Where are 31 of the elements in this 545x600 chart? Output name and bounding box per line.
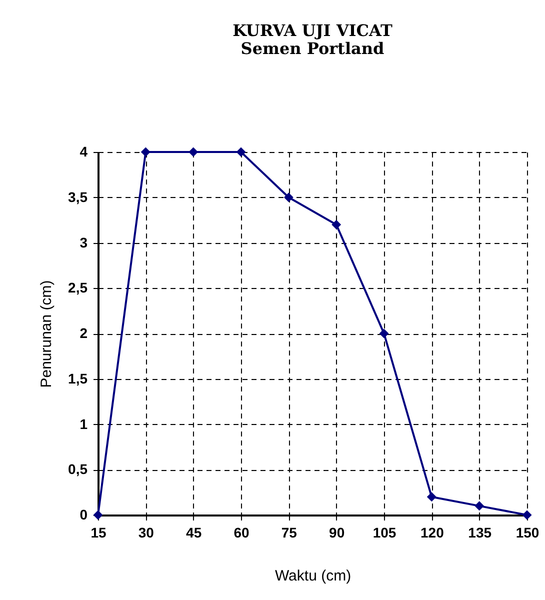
y-tick-label: 4 bbox=[80, 144, 88, 160]
x-tick-label: 45 bbox=[186, 524, 202, 540]
x-tick-label: 75 bbox=[281, 524, 298, 540]
y-tick-label: 0 bbox=[80, 506, 88, 522]
y-tick-label: 3 bbox=[80, 234, 88, 250]
point bbox=[284, 192, 294, 202]
y-tick-label: 0,5 bbox=[68, 461, 88, 478]
point bbox=[332, 220, 342, 230]
x-tick-label: 120 bbox=[420, 524, 444, 540]
point bbox=[140, 147, 150, 157]
x-tick-label: 105 bbox=[372, 524, 396, 540]
x-tick-label: 15 bbox=[90, 524, 106, 540]
x-tick-label: 150 bbox=[516, 524, 540, 540]
point bbox=[426, 492, 436, 502]
y-tick-label: 1,5 bbox=[68, 370, 88, 386]
y-tick-label: 2,5 bbox=[68, 280, 88, 296]
point bbox=[474, 501, 484, 511]
chart-title: KURVA UJI VICAT bbox=[232, 21, 393, 40]
point bbox=[236, 147, 246, 157]
x-tick-label: 135 bbox=[468, 524, 492, 540]
x-tick-label: 60 bbox=[234, 524, 250, 540]
y-tick-label: 1 bbox=[80, 416, 88, 432]
chart-subtitle: Semen Portland bbox=[240, 39, 384, 58]
y-tick-label: 2 bbox=[80, 325, 88, 341]
y-axis-title: Penurunan (cm) bbox=[38, 280, 56, 388]
point bbox=[188, 147, 198, 157]
x-axis-title: Waktu (cm) bbox=[274, 568, 352, 584]
point bbox=[379, 328, 389, 338]
x-tick-label: 90 bbox=[329, 524, 345, 540]
y-tick-label: 3,5 bbox=[68, 188, 88, 205]
x-tick-label: 30 bbox=[138, 524, 154, 540]
